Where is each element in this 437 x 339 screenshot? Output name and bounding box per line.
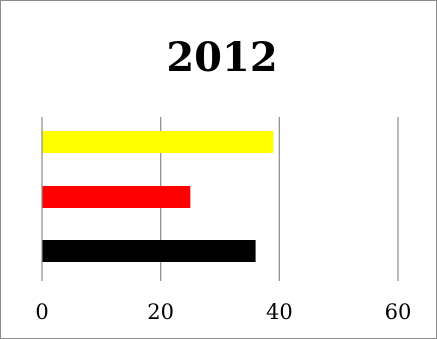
chart-title: 2012 <box>166 34 277 81</box>
bar-3 <box>42 240 256 262</box>
x-tick-label-0: 0 <box>35 300 48 324</box>
x-tick-label-20: 20 <box>147 300 174 324</box>
x-tick-label-60: 60 <box>385 300 412 324</box>
bar-2 <box>42 186 191 208</box>
x-tick-label-40: 40 <box>266 300 293 324</box>
bar-1 <box>42 131 274 153</box>
bars <box>42 131 274 262</box>
x-axis: 0 20 40 60 <box>35 117 411 324</box>
